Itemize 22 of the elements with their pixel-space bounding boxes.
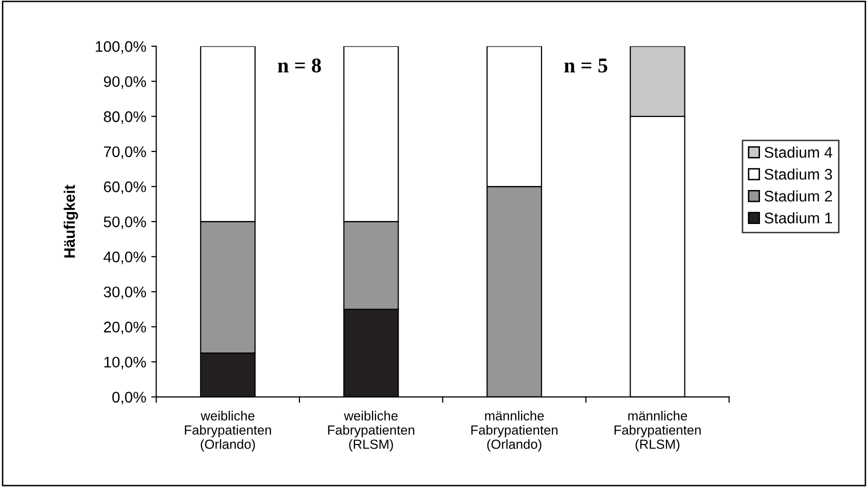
y-tick-label: 40,0% bbox=[104, 252, 146, 264]
y-tick-label: 0,0% bbox=[112, 392, 146, 404]
y-tick-label: 100,0% bbox=[96, 41, 146, 54]
y-tick-label: 70,0% bbox=[104, 146, 146, 159]
y-tick-label: 60,0% bbox=[104, 181, 146, 194]
legend-label: Stadium 4 bbox=[764, 146, 832, 158]
legend-label: Stadium 3 bbox=[764, 168, 832, 180]
y-tick-label: 20,0% bbox=[104, 322, 146, 334]
y-tick-label: 90,0% bbox=[104, 76, 146, 89]
x-tick-label: männliche Fabrypatienten (RLSM) bbox=[614, 410, 701, 452]
x-tick-label: weibliche Fabrypatienten (RLSM) bbox=[328, 410, 414, 452]
y-tick-label: 10,0% bbox=[104, 356, 146, 370]
legend-label: Stadium 1 bbox=[764, 212, 832, 224]
y-axis-title: Häufigkeit bbox=[64, 184, 78, 258]
y-tick-label: 30,0% bbox=[104, 286, 146, 300]
annotation: n = 8 bbox=[278, 58, 321, 73]
annotation: n = 5 bbox=[564, 58, 608, 73]
x-tick-label: weibliche Fabrypatienten (Orlando) bbox=[184, 410, 272, 452]
x-tick-label: männliche Fabrypatienten (Orlando) bbox=[471, 410, 558, 452]
y-tick-label: 80,0% bbox=[104, 111, 146, 124]
legend-label: Stadium 2 bbox=[764, 190, 832, 202]
y-tick-label: 50,0% bbox=[104, 216, 146, 230]
